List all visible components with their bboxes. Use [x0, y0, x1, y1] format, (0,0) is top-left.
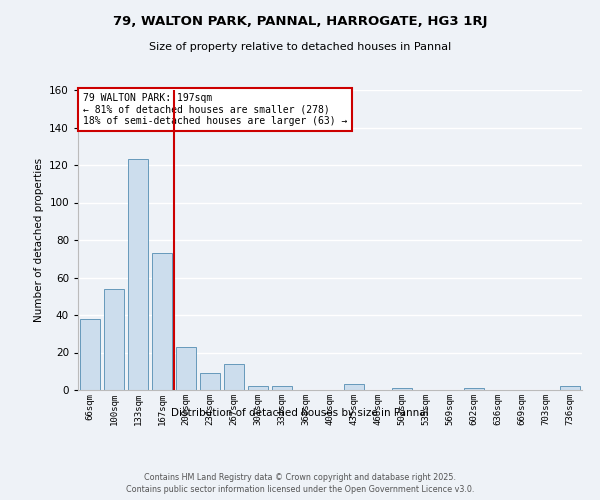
- Text: Contains public sector information licensed under the Open Government Licence v3: Contains public sector information licen…: [126, 485, 474, 494]
- Bar: [80, 319, 100, 390]
- Text: 79, WALTON PARK, PANNAL, HARROGATE, HG3 1RJ: 79, WALTON PARK, PANNAL, HARROGATE, HG3 …: [113, 15, 487, 28]
- Bar: [152, 253, 172, 390]
- Text: Contains HM Land Registry data © Crown copyright and database right 2025.: Contains HM Land Registry data © Crown c…: [144, 472, 456, 482]
- Y-axis label: Number of detached properties: Number of detached properties: [34, 158, 44, 322]
- Text: Size of property relative to detached houses in Pannal: Size of property relative to detached ho…: [149, 42, 451, 52]
- Bar: [560, 386, 580, 390]
- Bar: [272, 386, 292, 390]
- Bar: [248, 386, 268, 390]
- Bar: [104, 289, 124, 390]
- Text: 79 WALTON PARK: 197sqm
← 81% of detached houses are smaller (278)
18% of semi-de: 79 WALTON PARK: 197sqm ← 81% of detached…: [83, 93, 347, 126]
- Bar: [128, 160, 148, 390]
- Bar: [464, 388, 484, 390]
- Bar: [200, 373, 220, 390]
- Bar: [392, 388, 412, 390]
- Bar: [224, 364, 244, 390]
- Bar: [344, 384, 364, 390]
- Text: Distribution of detached houses by size in Pannal: Distribution of detached houses by size …: [171, 408, 429, 418]
- Bar: [176, 347, 196, 390]
